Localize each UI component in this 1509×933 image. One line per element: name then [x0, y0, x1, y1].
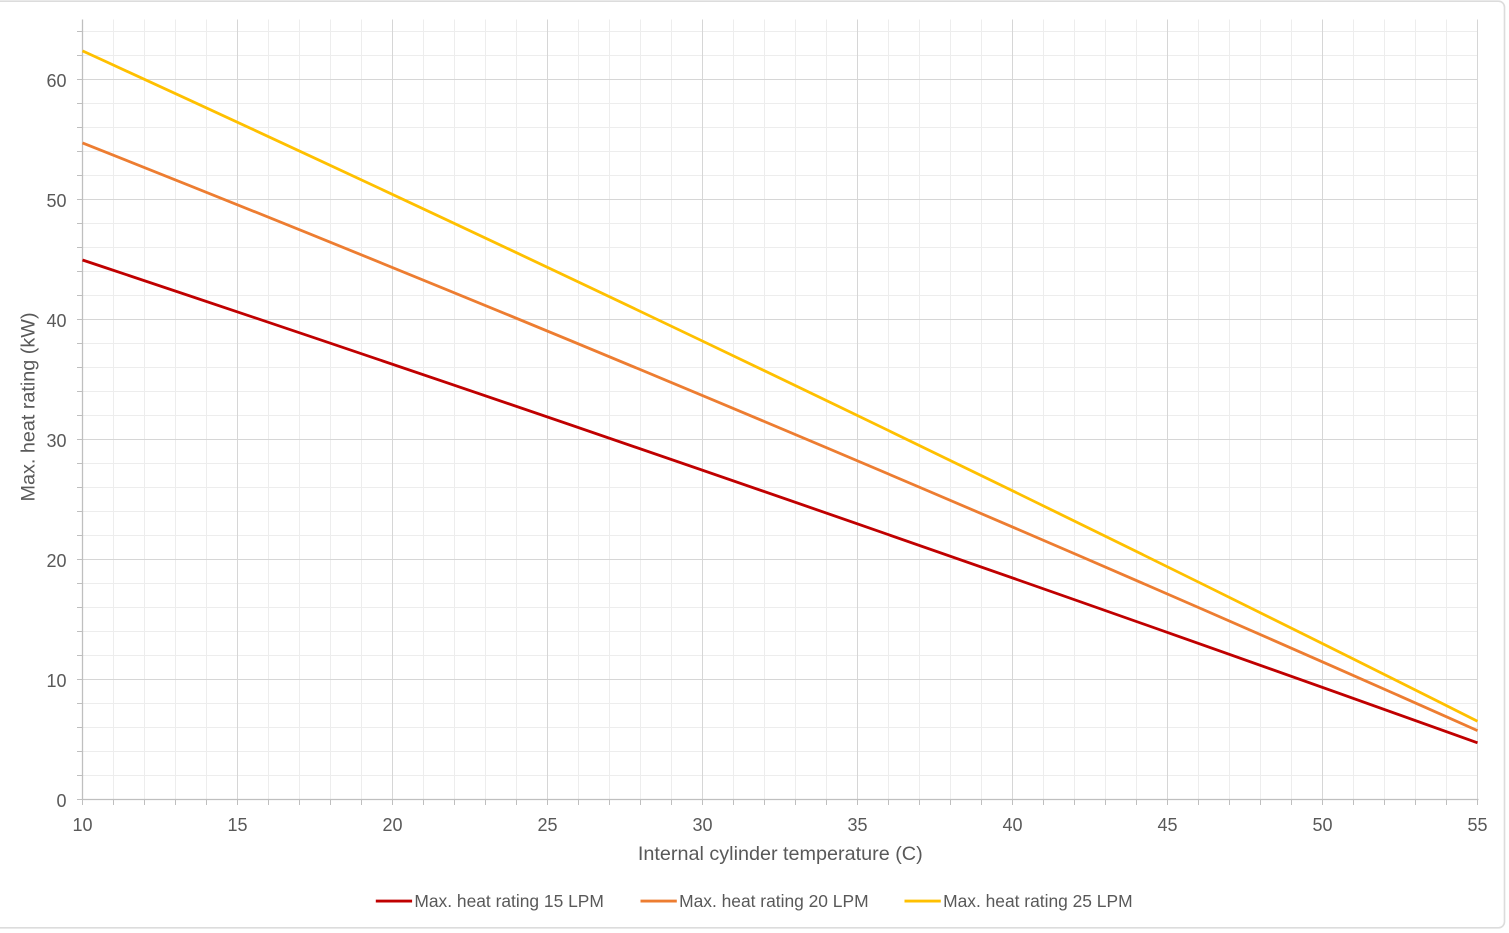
svg-text:50: 50	[1312, 815, 1332, 835]
svg-text:40: 40	[46, 311, 66, 331]
svg-text:30: 30	[46, 431, 66, 451]
svg-text:20: 20	[46, 551, 66, 571]
svg-text:Max. heat rating 25 LPM: Max. heat rating 25 LPM	[943, 891, 1132, 911]
svg-text:30: 30	[692, 815, 712, 835]
svg-text:10: 10	[46, 671, 66, 691]
svg-text:20: 20	[382, 815, 402, 835]
svg-text:60: 60	[46, 71, 66, 91]
svg-text:Max. heat rating 15 LPM: Max. heat rating 15 LPM	[414, 891, 603, 911]
svg-text:0: 0	[56, 791, 66, 811]
svg-text:25: 25	[537, 815, 557, 835]
svg-text:Internal cylinder temperature: Internal cylinder temperature (C)	[638, 843, 923, 865]
svg-text:15: 15	[227, 815, 247, 835]
svg-text:45: 45	[1157, 815, 1177, 835]
svg-text:35: 35	[847, 815, 867, 835]
svg-text:50: 50	[46, 191, 66, 211]
svg-text:10: 10	[72, 815, 92, 835]
svg-text:Max. heat rating (kW): Max. heat rating (kW)	[18, 312, 40, 501]
svg-text:55: 55	[1467, 815, 1487, 835]
svg-text:Max. heat rating 20 LPM: Max. heat rating 20 LPM	[679, 891, 868, 911]
svg-text:40: 40	[1002, 815, 1022, 835]
